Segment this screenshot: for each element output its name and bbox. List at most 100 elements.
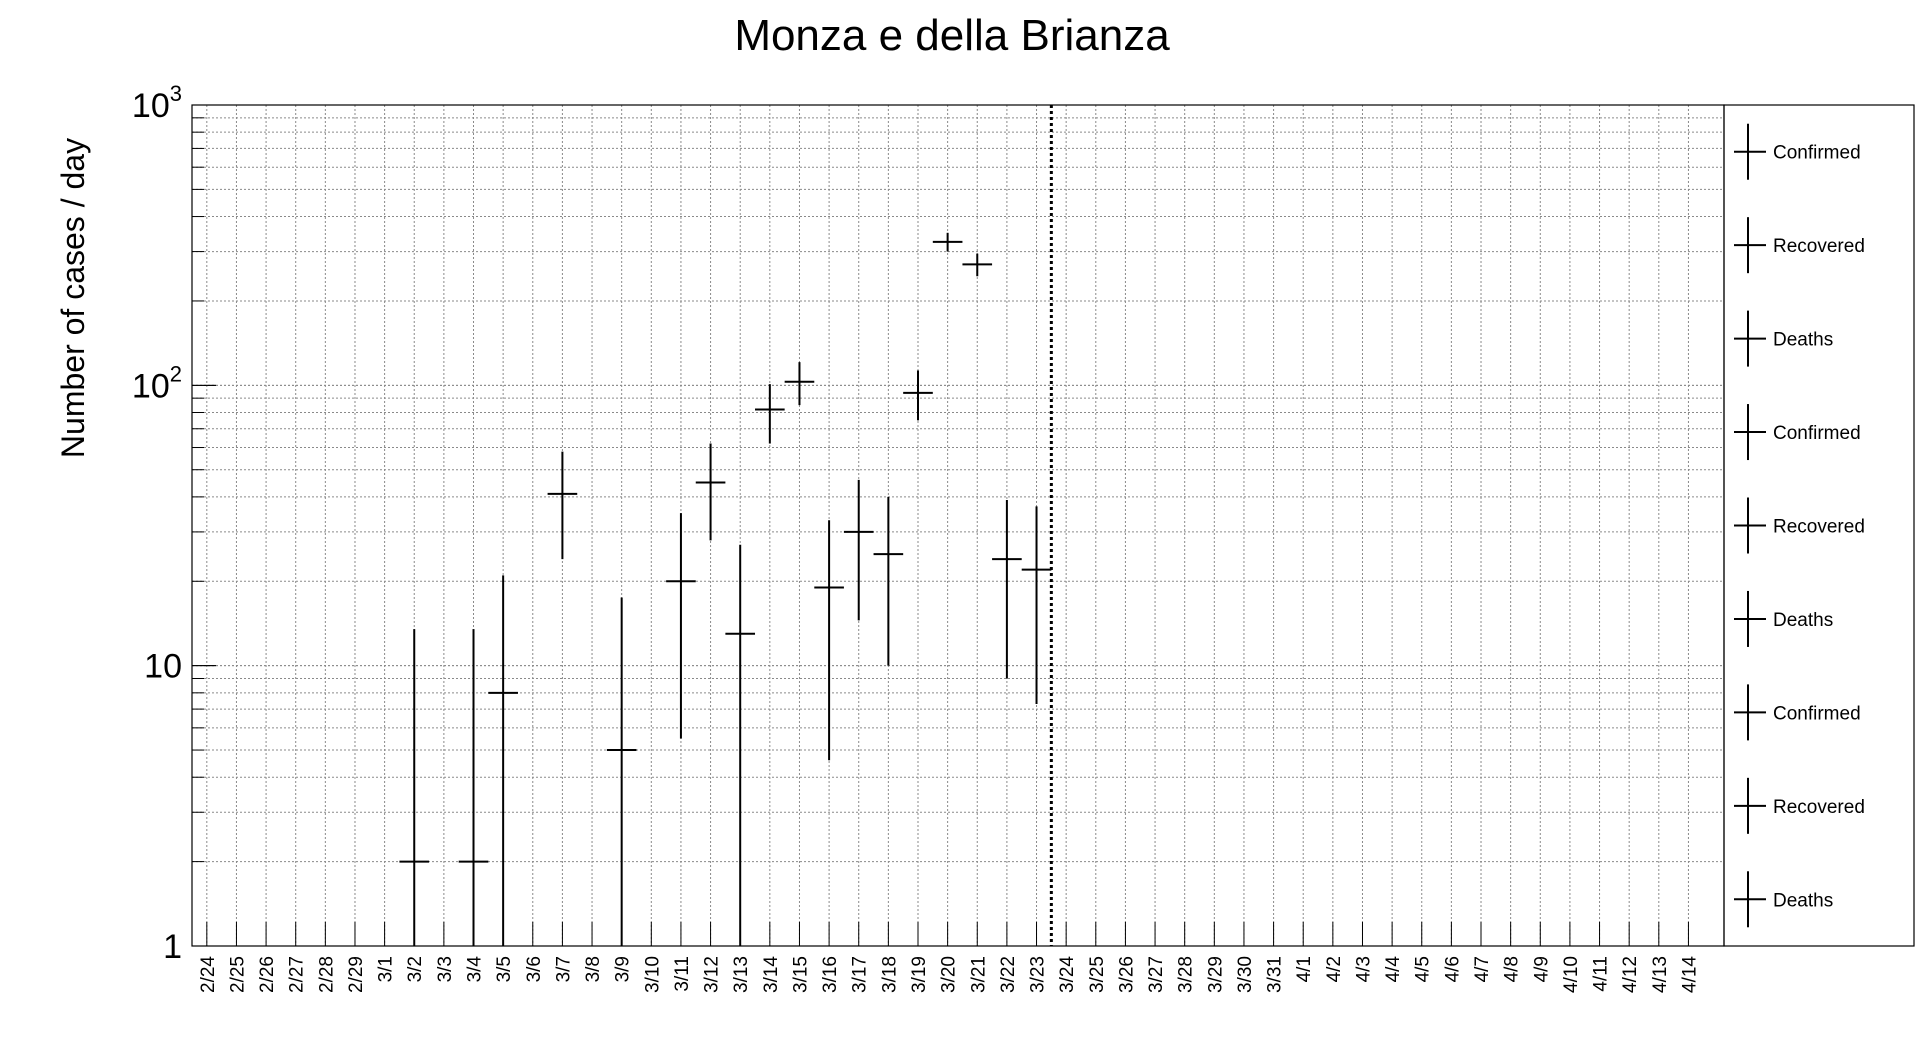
legend-label: Recovered [1773,236,1865,257]
x-tick-label: 2/26 [257,956,278,993]
legend-entry: Confirmed [1734,404,1861,461]
legend-label: Confirmed [1773,703,1861,724]
legend-entry: Deaths [1734,590,1833,647]
x-tick-label: 4/2 [1324,956,1345,982]
legend-entry: Recovered [1734,497,1865,554]
x-tick-label: 3/19 [909,956,930,993]
x-tick-label: 3/17 [850,956,871,993]
data-point [547,451,578,560]
legend: Confirmed Recovered Deaths Confirmed Recover… [1734,123,1865,928]
y-tick-label: 102 [132,361,182,405]
data-point [399,629,430,946]
x-tick-label: 3/10 [642,956,663,993]
x-tick-label: 3/15 [790,956,811,993]
legend-entry: Confirmed [1734,123,1861,180]
x-tick-label: 2/28 [316,956,337,993]
x-tick-label: 3/26 [1116,956,1137,993]
y-tick-label: 10 [144,648,182,686]
data-point [814,520,844,761]
data-point [488,575,518,946]
legend-label: Confirmed [1773,423,1861,444]
x-tick-label: 3/2 [405,956,426,982]
x-axis-ticks: 2/24 2/25 2/26 2/27 2/28 2/29 3/1 3/2 3/3 3/4 3/5 3… [198,922,1700,993]
x-tick-label: 3/27 [1146,956,1167,993]
data-point [458,629,489,946]
x-tick-label: 4/1 [1294,956,1315,982]
data-point [992,499,1022,679]
legend-entry: Confirmed [1734,684,1861,741]
x-tick-label: 3/4 [465,956,486,983]
legend-entry: Deaths [1734,310,1833,367]
x-tick-label: 4/3 [1353,956,1374,982]
x-tick-label: 4/9 [1531,956,1552,982]
x-tick-label: 3/3 [435,956,456,982]
x-tick-label: 3/30 [1235,956,1256,993]
x-tick-label: 3/8 [583,956,604,982]
x-tick-label: 3/20 [939,956,960,993]
legend-label: Confirmed [1773,143,1861,164]
x-tick-label: 4/10 [1561,956,1582,993]
legend-border [1723,104,1915,947]
legend-entry: Recovered [1734,777,1865,834]
legend-entry: Deaths [1734,871,1833,928]
data-point [695,443,726,541]
x-tick-label: 2/29 [346,956,367,993]
x-tick-label: 3/25 [1087,956,1108,993]
data-points [399,232,1052,946]
data-point [784,362,815,406]
data-point [755,384,785,444]
x-tick-label: 3/14 [761,956,782,993]
data-point [666,513,696,739]
x-tick-label: 3/23 [1028,956,1049,993]
x-tick-label: 4/13 [1650,956,1671,993]
legend-label: Deaths [1773,610,1833,631]
x-tick-label: 3/24 [1057,956,1078,993]
x-tick-label: 3/13 [731,956,752,993]
x-tick-label: 4/4 [1383,956,1404,983]
data-point [873,496,904,666]
y-axis-label: Number of cases / day [55,138,91,458]
data-point [606,597,637,946]
x-tick-label: 4/12 [1620,956,1641,993]
data-point [843,479,874,621]
y-tick-label: 103 [132,81,182,125]
data-point [1021,506,1052,704]
x-tick-label: 3/31 [1265,956,1286,993]
x-tick-label: 3/18 [879,956,900,993]
chart-title: Monza e della Brianza [734,11,1170,60]
x-tick-label: 2/24 [198,956,219,993]
x-tick-label: 3/16 [820,956,841,993]
data-point [932,232,963,252]
legend-label: Recovered [1773,517,1865,538]
x-tick-label: 3/6 [524,956,545,982]
x-tick-label: 3/12 [702,956,723,993]
y-tick-label: 1 [163,928,182,966]
x-tick-label: 3/5 [494,956,515,982]
x-tick-label: 3/7 [553,956,574,982]
x-tick-label: 4/7 [1472,956,1493,982]
x-tick-label: 2/25 [227,956,248,993]
legend-entry: Recovered [1734,217,1865,274]
x-tick-label: 3/9 [613,956,634,982]
x-tick-label: 4/11 [1591,956,1612,992]
x-tick-label: 4/14 [1679,956,1700,993]
x-tick-label: 3/1 [376,956,397,982]
data-point [725,544,756,946]
y-axis-ticks: 1 10 102 103 [132,81,216,966]
x-tick-label: 4/8 [1502,956,1523,982]
grid-lines [192,105,1724,946]
x-tick-label: 3/21 [968,956,989,993]
x-tick-label: 3/22 [998,956,1019,993]
legend-label: Deaths [1773,890,1833,911]
x-tick-label: 3/28 [1176,956,1197,993]
plot-frame [191,104,1915,947]
x-tick-label: 3/29 [1205,956,1226,993]
x-tick-label: 4/5 [1413,956,1434,982]
data-point [903,370,933,421]
legend-label: Recovered [1773,797,1865,818]
x-tick-label: 4/6 [1442,956,1463,982]
data-point [962,253,993,277]
x-tick-label: 3/11 [672,956,693,992]
x-tick-label: 2/27 [287,956,308,993]
